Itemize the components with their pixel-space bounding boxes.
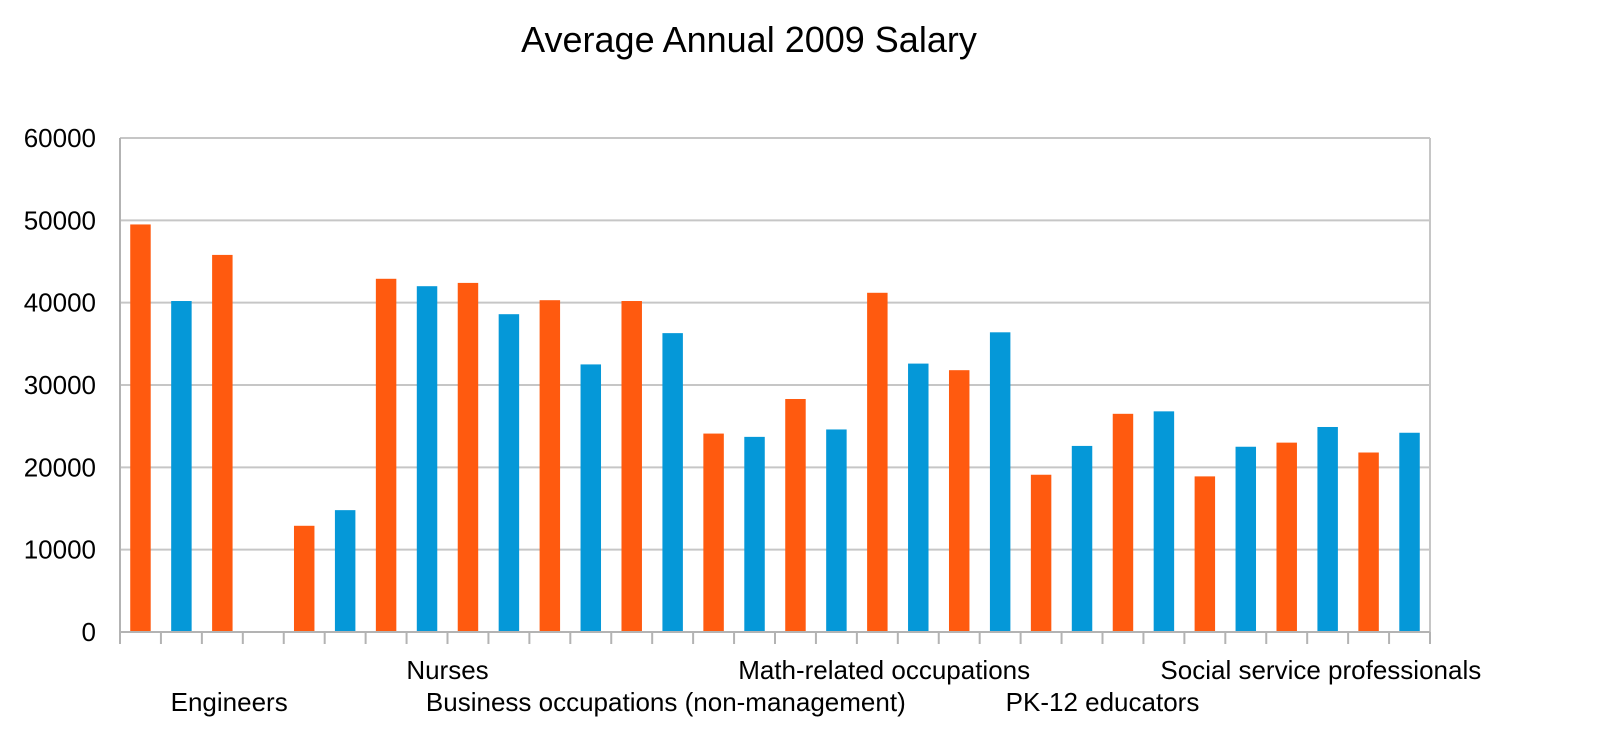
bar [1276, 442, 1297, 632]
bar [334, 510, 356, 632]
bar [1194, 476, 1216, 632]
x-axis [119, 631, 1431, 644]
bar [171, 301, 192, 632]
bar [785, 398, 806, 632]
chart-title: Average Annual 2009 Salary [521, 19, 977, 60]
bar [498, 314, 520, 632]
bar [580, 364, 602, 632]
bar [293, 525, 315, 632]
y-tick-label: 50000 [24, 205, 96, 235]
y-tick-label: 60000 [24, 123, 96, 153]
category-label: PK-12 educators [1006, 687, 1200, 717]
category-label: Engineers [171, 687, 288, 717]
y-tick-label: 20000 [24, 452, 96, 482]
bar [1071, 445, 1093, 632]
bar [826, 429, 847, 632]
category-label: Business occupations (non-management) [426, 687, 906, 717]
bar [457, 282, 479, 632]
bar [212, 254, 233, 632]
bar [703, 433, 724, 632]
y-tick-label: 0 [82, 617, 96, 647]
bar [662, 333, 683, 632]
category-label: Math-related occupations [738, 655, 1030, 685]
bar [744, 436, 765, 632]
bar [375, 278, 397, 632]
y-axis: 0 10000 20000 30000 40000 50000 60000 [24, 123, 121, 647]
bar [1317, 426, 1338, 632]
bar [539, 300, 561, 632]
bar [948, 370, 970, 632]
bar [1112, 413, 1134, 632]
bar [621, 301, 642, 632]
bars [130, 224, 1420, 632]
bar [130, 224, 151, 632]
bar [867, 292, 888, 632]
bar [1399, 432, 1420, 632]
bar [908, 363, 929, 632]
y-tick-label: 30000 [24, 370, 96, 400]
bar [1030, 474, 1052, 632]
category-label: Social service professionals [1160, 655, 1481, 685]
bar [1358, 452, 1379, 632]
y-tick-label: 40000 [24, 288, 96, 318]
gridlines [120, 137, 1431, 633]
bar [989, 332, 1011, 632]
y-tick-label: 10000 [24, 535, 96, 565]
bar [416, 286, 438, 632]
bar [1235, 446, 1257, 632]
bar [1153, 411, 1175, 632]
category-label: Nurses [406, 655, 488, 685]
